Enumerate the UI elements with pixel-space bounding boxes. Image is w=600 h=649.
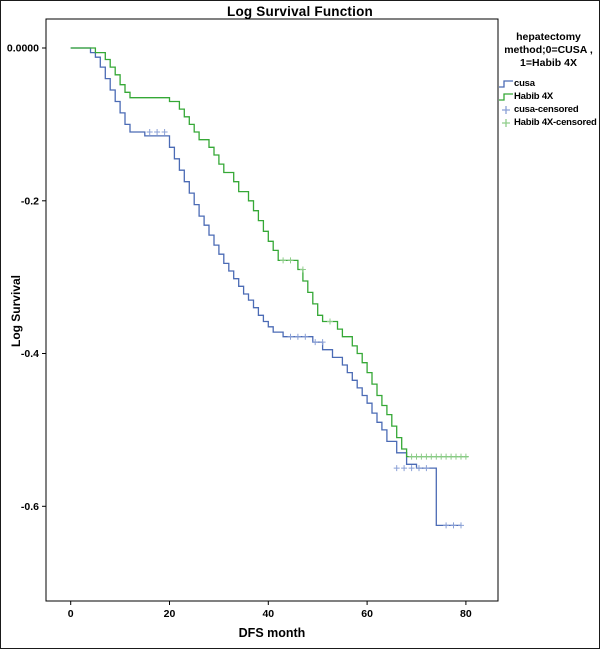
censored-mark-cusa-censored xyxy=(312,339,319,346)
plus-swatch-glyph xyxy=(502,119,510,127)
legend-entry-label: Habib 4X xyxy=(514,91,554,102)
censored-mark-habib-4x-censored xyxy=(327,318,333,325)
legend-entry-habib4x-censored: Habib 4X-censored xyxy=(498,116,599,129)
censored-mark-cusa-censored xyxy=(401,465,408,472)
censored-mark-cusa-censored xyxy=(393,465,400,472)
censored-mark-cusa-censored xyxy=(443,522,450,529)
legend-title-line3: 1=Habib 4X xyxy=(520,57,577,69)
legend-entry-label: Habib 4X-censored xyxy=(514,117,597,128)
y-tick-label: 0.0000 xyxy=(7,43,39,55)
survival-curve-cusa xyxy=(70,47,461,527)
plot-frame xyxy=(45,18,499,602)
censored-mark-cusa-censored xyxy=(458,522,464,529)
line-swatch-glyph xyxy=(499,93,513,101)
x-axis-label: DFS month xyxy=(238,626,306,640)
legend-entries: cusa Habib 4X cusa-censored Habib 4X-cen… xyxy=(498,77,599,129)
cusa-censored-plus-swatch xyxy=(502,106,510,114)
plus-swatch-glyph xyxy=(502,106,510,114)
y-tick-label: -0.6 xyxy=(21,501,39,513)
legend-entry-label: cusa xyxy=(514,78,535,89)
legend-entry-cusa: cusa xyxy=(498,77,599,90)
legend: hepatectomy method;0=CUSA , 1=Habib 4X c… xyxy=(498,31,599,129)
x-tick-label: 20 xyxy=(164,608,176,620)
legend-title-line2: method;0=CUSA , xyxy=(504,44,593,56)
cusa-line-swatch xyxy=(499,80,513,88)
x-tick-label: 40 xyxy=(262,608,274,620)
censored-mark-cusa-censored xyxy=(319,339,326,346)
censored-mark-cusa-censored xyxy=(423,465,430,472)
x-tick-label: 80 xyxy=(460,608,472,620)
x-tick-label: 60 xyxy=(361,608,373,620)
legend-title: hepatectomy method;0=CUSA , 1=Habib 4X xyxy=(498,31,599,70)
censored-mark-habib-4x-censored xyxy=(299,266,306,273)
censored-mark-cusa-censored xyxy=(450,522,457,529)
censored-mark-cusa-censored xyxy=(408,465,415,472)
legend-title-line1: hepatectomy xyxy=(516,31,581,43)
x-tick-label: 0 xyxy=(68,608,74,620)
y-tick-label: -0.2 xyxy=(21,195,39,207)
censored-mark-habib-4x-censored xyxy=(462,453,469,460)
censored-mark-cusa-censored xyxy=(154,129,161,135)
censored-mark-habib-4x-censored xyxy=(287,257,294,264)
legend-entry-habib4x: Habib 4X xyxy=(498,90,599,103)
line-swatch-glyph xyxy=(499,80,513,88)
censored-mark-cusa-censored xyxy=(294,333,301,340)
survival-curve-habib-4x xyxy=(70,47,469,458)
censored-mark-cusa-censored xyxy=(146,129,153,135)
censored-mark-habib-4x-censored xyxy=(280,257,287,264)
y-tick-label: -0.4 xyxy=(21,348,39,360)
censored-mark-cusa-censored xyxy=(416,465,422,472)
habib4x-censored-plus-swatch xyxy=(502,119,510,127)
chart-title: Log Survival Function xyxy=(227,4,373,19)
censored-mark-cusa-censored xyxy=(302,333,309,340)
legend-entry-label: cusa-censored xyxy=(514,104,579,115)
censored-mark-cusa-censored xyxy=(287,333,294,340)
habib4x-line-swatch xyxy=(499,93,513,101)
legend-entry-cusa-censored: cusa-censored xyxy=(498,103,599,116)
censored-mark-cusa-censored xyxy=(161,129,168,135)
